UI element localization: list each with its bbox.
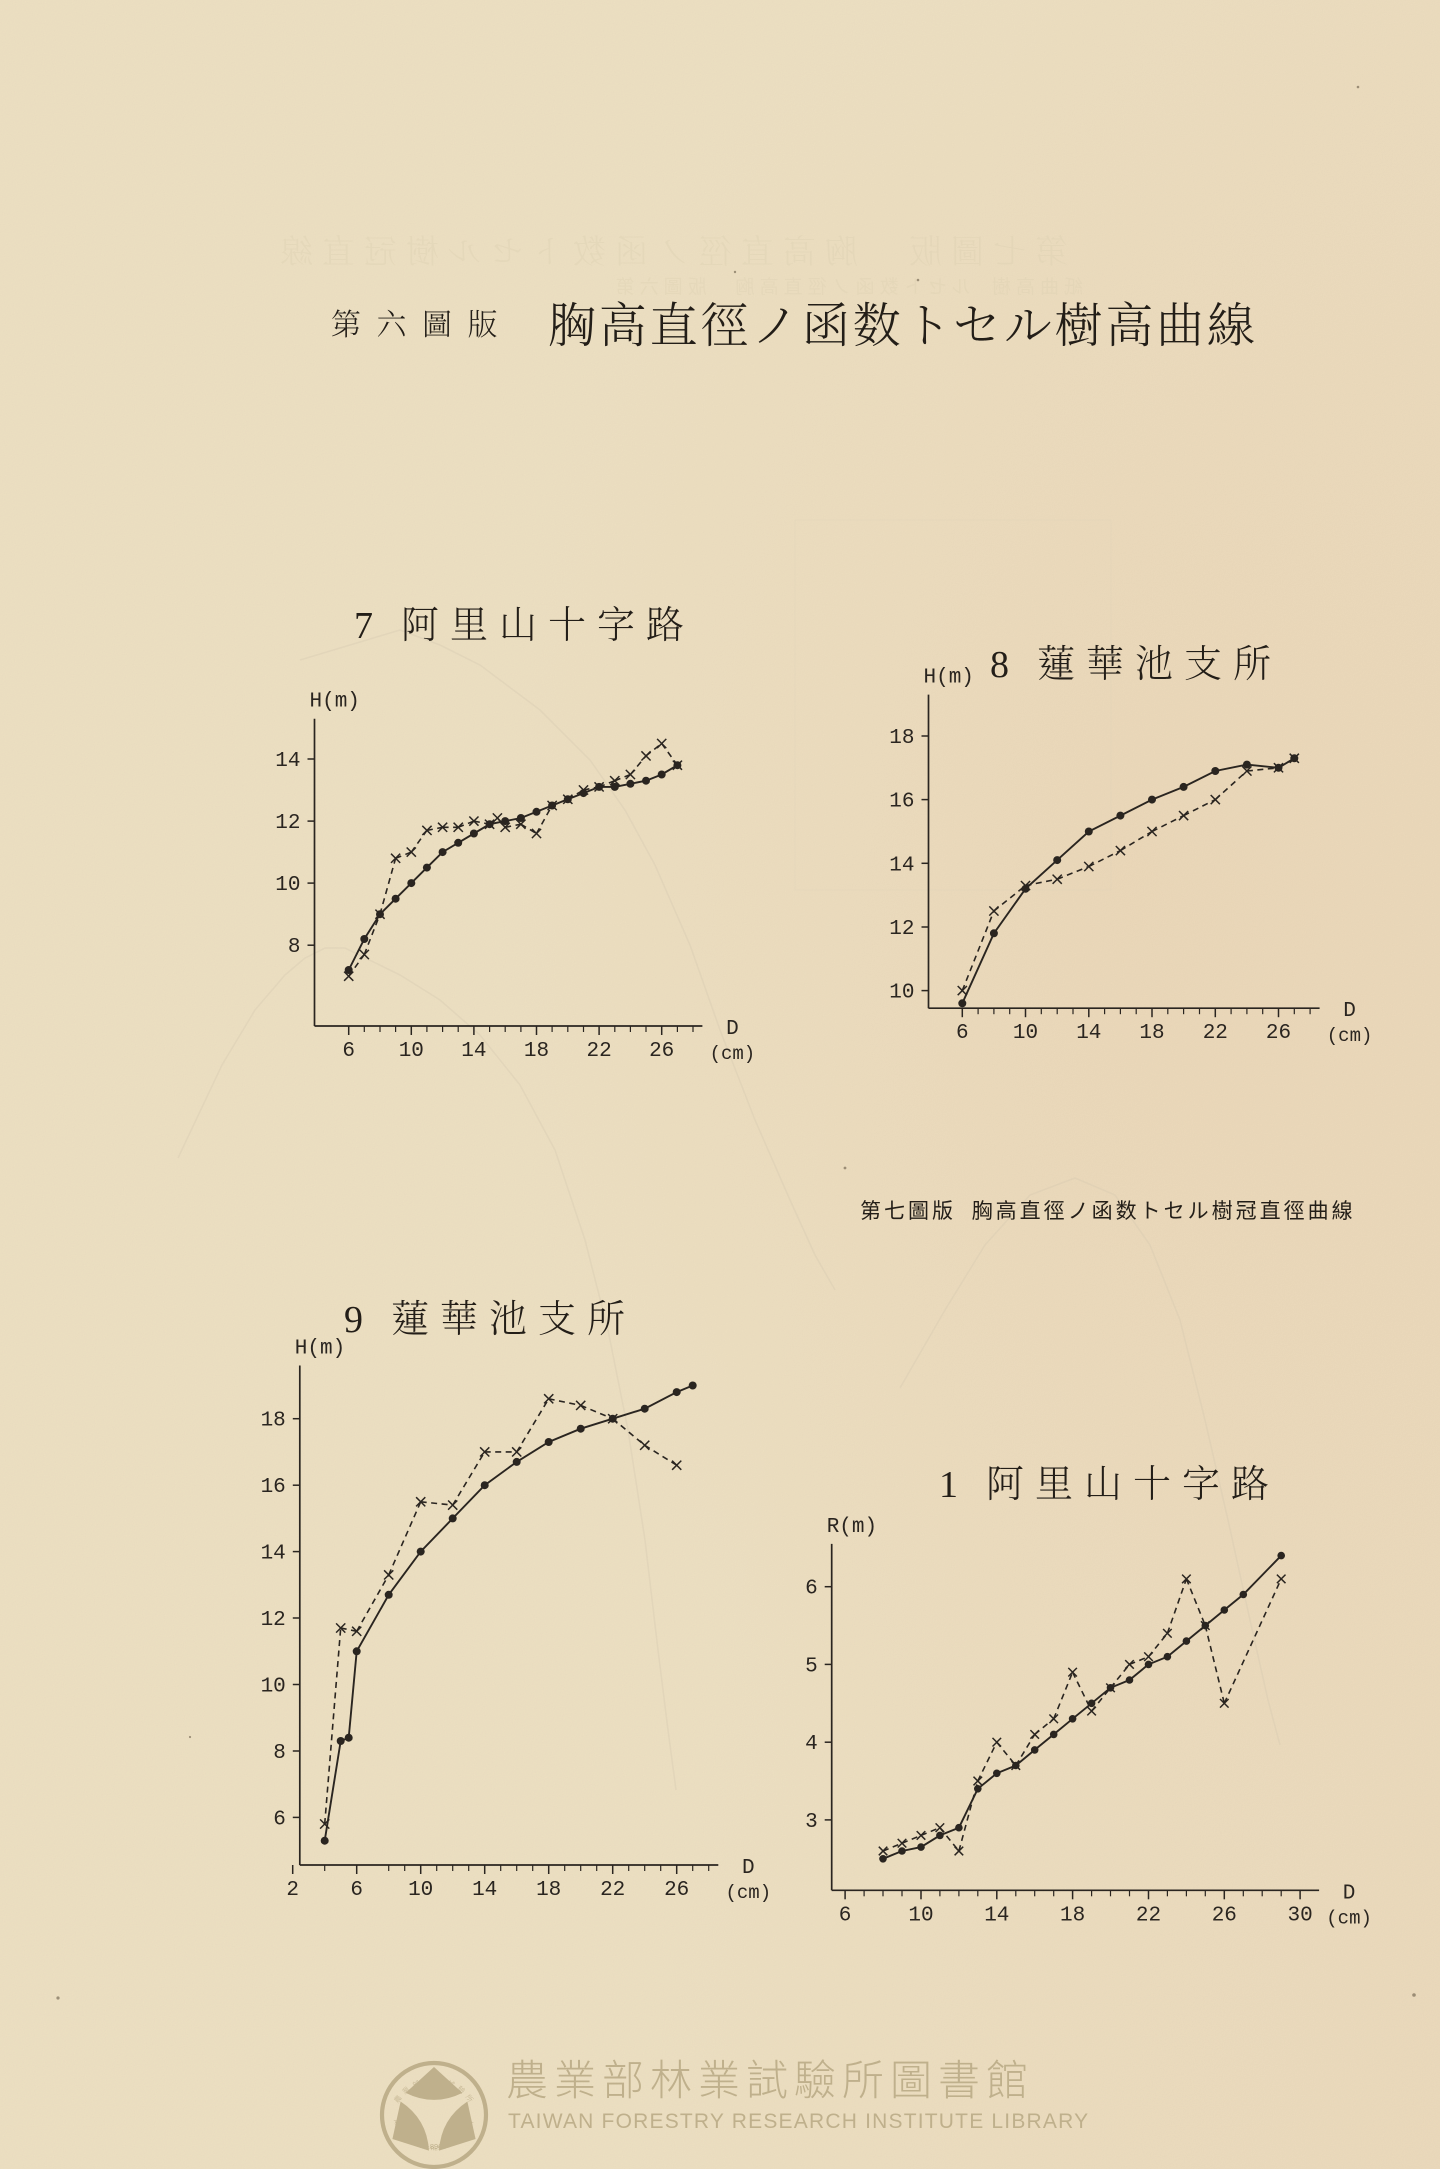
svg-text:26: 26 <box>1212 1904 1237 1927</box>
svg-text:10: 10 <box>908 1904 933 1927</box>
svg-text:D: D <box>1343 1882 1356 1905</box>
svg-text:3: 3 <box>805 1811 818 1834</box>
svg-text:6: 6 <box>839 1904 852 1927</box>
svg-text:30: 30 <box>1287 1904 1312 1927</box>
svg-text:5: 5 <box>805 1655 818 1678</box>
svg-text:R(m): R(m) <box>827 1516 877 1539</box>
svg-text:22: 22 <box>1136 1904 1161 1927</box>
svg-text:4: 4 <box>805 1733 818 1756</box>
svg-text:1896: 1896 <box>426 2142 443 2151</box>
svg-text:(cm): (cm) <box>1326 1907 1372 1929</box>
svg-text:14: 14 <box>984 1904 1009 1927</box>
svg-text:18: 18 <box>1060 1904 1085 1927</box>
svg-text:6: 6 <box>805 1578 818 1601</box>
